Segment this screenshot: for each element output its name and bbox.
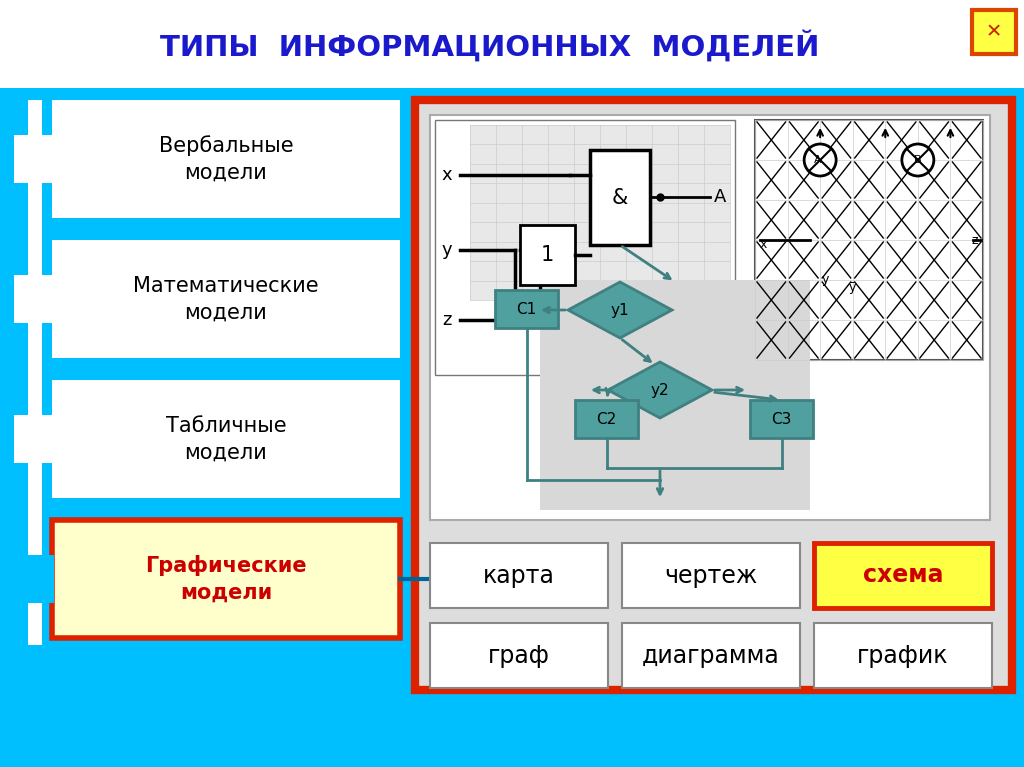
Bar [814, 543, 992, 608]
Bar [622, 623, 800, 688]
Bar [972, 10, 1016, 54]
Text: Графические
модели: Графические модели [145, 555, 307, 603]
Text: у1: у1 [610, 302, 630, 318]
Polygon shape [568, 282, 672, 338]
Bar [540, 280, 810, 510]
Bar [415, 100, 1012, 690]
Bar [435, 120, 735, 375]
Bar [52, 100, 400, 218]
Bar [430, 543, 608, 608]
Bar [622, 543, 800, 608]
Text: диаграмма: диаграмма [642, 644, 780, 667]
Bar [590, 150, 650, 245]
Bar [14, 135, 54, 183]
Text: С2: С2 [596, 412, 616, 426]
Bar [575, 400, 638, 438]
Bar [52, 380, 400, 498]
Bar [750, 400, 813, 438]
Bar [28, 100, 42, 645]
Bar [14, 415, 54, 463]
Text: чертеж: чертеж [665, 564, 758, 588]
Bar [52, 240, 400, 358]
Circle shape [804, 144, 837, 176]
Bar [0, 0, 1024, 88]
Text: x: x [441, 166, 453, 184]
Text: z: z [972, 233, 978, 246]
Bar [755, 120, 983, 360]
Text: ✕: ✕ [986, 22, 1002, 41]
Text: С3: С3 [771, 412, 792, 426]
Text: график: график [857, 644, 949, 667]
Bar [814, 623, 992, 688]
Bar [430, 115, 990, 520]
Text: С1: С1 [516, 301, 537, 317]
Polygon shape [608, 362, 712, 418]
Text: y: y [441, 241, 453, 259]
Text: ȳ: ȳ [849, 281, 856, 295]
Text: Вербальные
модели: Вербальные модели [159, 136, 293, 183]
Text: &: & [611, 187, 628, 208]
Text: x: x [760, 239, 767, 252]
Bar [14, 275, 54, 323]
Text: ТИПЫ  ИНФОРМАЦИОННЫХ  МОДЕЛЕЙ: ТИПЫ ИНФОРМАЦИОННЫХ МОДЕЛЕЙ [161, 30, 819, 62]
Bar [520, 225, 575, 285]
Text: схема: схема [863, 564, 943, 588]
Text: у2: у2 [650, 383, 670, 397]
Bar [52, 520, 400, 638]
Circle shape [902, 144, 934, 176]
Text: y: y [821, 274, 828, 287]
Text: Математические
модели: Математические модели [133, 276, 318, 322]
Text: 1: 1 [541, 245, 554, 265]
Bar [495, 290, 558, 328]
Bar [0, 88, 420, 738]
Bar [430, 623, 608, 688]
Text: Табличные
модели: Табличные модели [166, 416, 287, 463]
Bar [470, 125, 730, 300]
Bar [14, 555, 54, 603]
Text: граф: граф [488, 644, 550, 667]
Text: B: B [914, 155, 922, 165]
Text: A: A [714, 188, 726, 206]
Text: карта: карта [483, 564, 555, 588]
Text: z: z [442, 311, 452, 329]
Text: A: A [814, 155, 822, 165]
